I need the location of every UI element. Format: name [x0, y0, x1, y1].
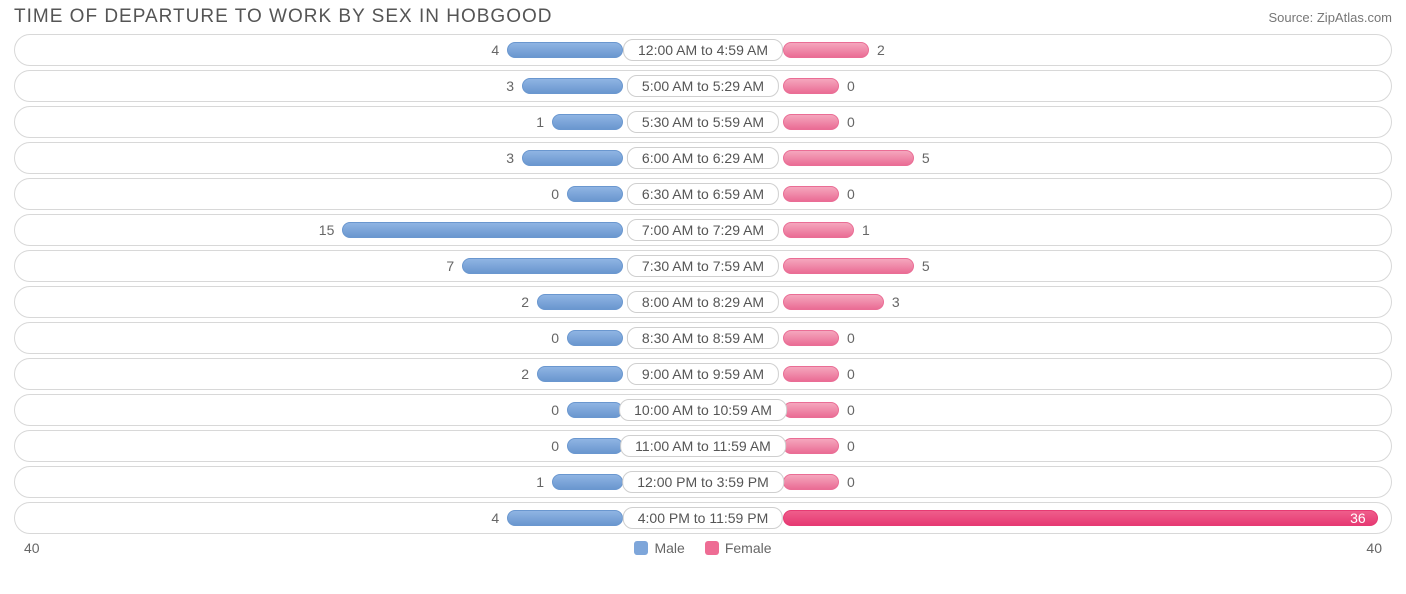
bar-male — [567, 402, 623, 418]
bar-male — [462, 258, 623, 274]
row-label: 4:00 PM to 11:59 PM — [623, 507, 783, 529]
legend-item-male: Male — [634, 540, 684, 556]
chart-row: 3 5 6:00 AM to 6:29 AM — [14, 142, 1392, 174]
value-male: 1 — [536, 474, 544, 490]
value-female: 2 — [877, 42, 885, 58]
bar-female — [783, 474, 839, 490]
value-female: 0 — [847, 186, 855, 202]
legend: Male Female — [634, 540, 771, 556]
value-male: 0 — [551, 186, 559, 202]
bar-male — [552, 114, 623, 130]
bar-male — [522, 150, 623, 166]
value-male: 0 — [551, 330, 559, 346]
row-label: 5:00 AM to 5:29 AM — [627, 75, 779, 97]
value-male: 0 — [551, 402, 559, 418]
bar-female — [783, 186, 839, 202]
bar-male — [507, 42, 623, 58]
bar-male — [342, 222, 623, 238]
bar-male — [537, 366, 623, 382]
bar-female — [783, 258, 914, 274]
value-female: 3 — [892, 294, 900, 310]
row-label: 12:00 PM to 3:59 PM — [622, 471, 784, 493]
bar-male — [552, 474, 623, 490]
bar-male — [507, 510, 623, 526]
value-female: 0 — [847, 438, 855, 454]
value-female: 0 — [847, 402, 855, 418]
value-female: 0 — [847, 474, 855, 490]
bar-male — [567, 438, 623, 454]
bar-female — [783, 330, 839, 346]
chart-header: TIME OF DEPARTURE TO WORK BY SEX IN HOBG… — [0, 0, 1406, 30]
chart-area: 4 2 12:00 AM to 4:59 AM 3 0 5:00 AM to 5:29 A… — [0, 30, 1406, 534]
bar-male — [537, 294, 623, 310]
chart-row: 0 0 6:30 AM to 6:59 AM — [14, 178, 1392, 210]
chart-source: Source: ZipAtlas.com — [1268, 10, 1392, 25]
value-male: 4 — [491, 510, 499, 526]
legend-swatch-male — [634, 541, 648, 555]
chart-row: 4 2 12:00 AM to 4:59 AM — [14, 34, 1392, 66]
bar-female — [783, 78, 839, 94]
value-female: 0 — [847, 114, 855, 130]
value-male: 7 — [446, 258, 454, 274]
row-label: 7:30 AM to 7:59 AM — [627, 255, 779, 277]
value-male: 3 — [506, 150, 514, 166]
row-label: 8:00 AM to 8:29 AM — [627, 291, 779, 313]
chart-row: 0 0 8:30 AM to 8:59 AM — [14, 322, 1392, 354]
value-female: 36 — [1350, 510, 1366, 526]
chart-row: 1 0 12:00 PM to 3:59 PM — [14, 466, 1392, 498]
legend-item-female: Female — [705, 540, 772, 556]
bar-female — [783, 366, 839, 382]
value-male: 2 — [521, 294, 529, 310]
bar-female — [783, 150, 914, 166]
value-male: 2 — [521, 366, 529, 382]
chart-row: 3 0 5:00 AM to 5:29 AM — [14, 70, 1392, 102]
row-label: 10:00 AM to 10:59 AM — [619, 399, 787, 421]
chart-row: 4 36 4:00 PM to 11:59 PM — [14, 502, 1392, 534]
value-female: 5 — [922, 258, 930, 274]
chart-row: 7 5 7:30 AM to 7:59 AM — [14, 250, 1392, 282]
axis-max-right: 40 — [1366, 540, 1382, 556]
axis-max-left: 40 — [24, 540, 40, 556]
row-label: 7:00 AM to 7:29 AM — [627, 219, 779, 241]
bar-male — [567, 186, 623, 202]
value-female: 5 — [922, 150, 930, 166]
legend-label-female: Female — [725, 540, 772, 556]
bar-female — [783, 438, 839, 454]
value-female: 0 — [847, 366, 855, 382]
chart-row: 2 3 8:00 AM to 8:29 AM — [14, 286, 1392, 318]
value-male: 1 — [536, 114, 544, 130]
chart-row: 15 1 7:00 AM to 7:29 AM — [14, 214, 1392, 246]
row-label: 5:30 AM to 5:59 AM — [627, 111, 779, 133]
chart-title: TIME OF DEPARTURE TO WORK BY SEX IN HOBG… — [14, 6, 552, 28]
legend-label-male: Male — [654, 540, 684, 556]
bar-male — [522, 78, 623, 94]
value-female: 1 — [862, 222, 870, 238]
bar-female — [783, 294, 884, 310]
value-female: 0 — [847, 330, 855, 346]
bar-female — [783, 42, 869, 58]
bar-female — [783, 222, 854, 238]
row-label: 6:00 AM to 6:29 AM — [627, 147, 779, 169]
legend-swatch-female — [705, 541, 719, 555]
chart-row: 0 0 11:00 AM to 11:59 AM — [14, 430, 1392, 462]
row-label: 6:30 AM to 6:59 AM — [627, 183, 779, 205]
value-female: 0 — [847, 78, 855, 94]
chart-row: 2 0 9:00 AM to 9:59 AM — [14, 358, 1392, 390]
bar-female — [783, 114, 839, 130]
chart-footer: 40 Male Female 40 — [0, 538, 1406, 556]
value-male: 15 — [319, 222, 335, 238]
value-male: 3 — [506, 78, 514, 94]
chart-row: 0 0 10:00 AM to 10:59 AM — [14, 394, 1392, 426]
row-label: 12:00 AM to 4:59 AM — [623, 39, 783, 61]
row-label: 8:30 AM to 8:59 AM — [627, 327, 779, 349]
value-male: 0 — [551, 438, 559, 454]
bar-female — [783, 402, 839, 418]
row-label: 9:00 AM to 9:59 AM — [627, 363, 779, 385]
chart-row: 1 0 5:30 AM to 5:59 AM — [14, 106, 1392, 138]
bar-female — [783, 510, 1378, 526]
value-male: 4 — [491, 42, 499, 58]
row-label: 11:00 AM to 11:59 AM — [620, 435, 786, 457]
bar-male — [567, 330, 623, 346]
